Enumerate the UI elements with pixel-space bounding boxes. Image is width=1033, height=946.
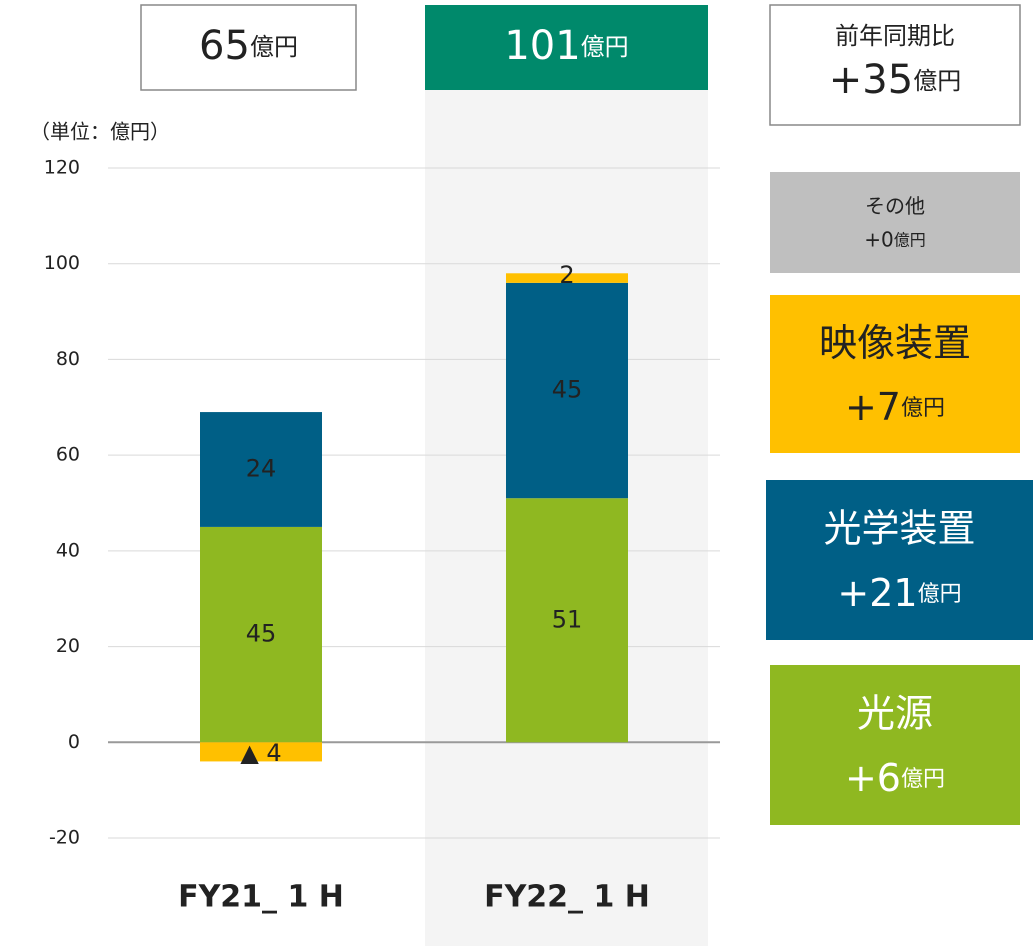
total-value: 65 <box>199 23 250 69</box>
legend-box <box>770 172 1020 273</box>
data-label: ▲ 4 <box>240 739 281 767</box>
x-tick-label: FY21_ 1 H <box>178 880 344 915</box>
data-label: 2 <box>559 261 574 289</box>
change-value: +6 <box>845 756 901 800</box>
change-unit: 億円 <box>901 767 945 792</box>
legend-name: 光源 <box>857 692 933 736</box>
comparison-change: +35億円 <box>829 57 961 103</box>
legend-change: +21億円 <box>837 571 961 615</box>
bar-segment <box>506 273 628 283</box>
legend-change: +6億円 <box>845 756 945 800</box>
bar-segment <box>200 526 322 743</box>
total-unit: 億円 <box>581 33 629 61</box>
bar-segment <box>200 412 322 527</box>
x-tick-label: FY22_ 1 H <box>484 880 650 915</box>
change-value: +35 <box>829 57 913 103</box>
change-unit: 億円 <box>913 67 961 95</box>
legend-change: +7億円 <box>845 384 945 428</box>
unit-label: （単位：億円） <box>30 120 170 144</box>
total-value: 101 <box>504 23 580 69</box>
legend-name: 映像装置 <box>819 321 971 365</box>
data-label: 24 <box>246 455 277 483</box>
legend-box <box>766 480 1033 640</box>
bar-segment <box>506 498 628 743</box>
y-tick-label: 20 <box>56 635 80 657</box>
change-value: +21 <box>837 571 917 615</box>
legend-name: 光学装置 <box>823 507 975 551</box>
data-label: 51 <box>552 605 583 633</box>
comparison-box <box>769 4 1021 126</box>
y-tick-label: 80 <box>56 348 80 370</box>
total-unit: 億円 <box>250 33 298 61</box>
bar-segment <box>200 742 322 762</box>
legend-change: +0億円 <box>864 227 926 251</box>
total-label: 101億円 <box>504 23 628 69</box>
change-unit: 億円 <box>918 582 962 607</box>
legend-box <box>770 665 1020 825</box>
comparison-label: 前年同期比 <box>835 22 955 50</box>
y-tick-label: 0 <box>68 731 80 753</box>
y-tick-label: 40 <box>56 539 80 561</box>
y-tick-label: 120 <box>44 157 80 179</box>
total-label: 65億円 <box>199 23 298 69</box>
total-box <box>425 5 708 90</box>
y-tick-label: -20 <box>49 827 80 849</box>
total-box <box>140 4 357 91</box>
bar-segment <box>506 282 628 499</box>
change-unit: 億円 <box>901 396 945 421</box>
y-tick-label: 100 <box>44 252 80 274</box>
data-label: 45 <box>246 620 277 648</box>
legend-box <box>770 295 1020 453</box>
change-unit: 億円 <box>894 230 926 249</box>
data-label: 45 <box>552 376 583 404</box>
change-value: +7 <box>845 384 901 428</box>
legend-name: その他 <box>865 194 925 218</box>
change-value: +0 <box>864 227 893 251</box>
y-tick-label: 60 <box>56 444 80 466</box>
